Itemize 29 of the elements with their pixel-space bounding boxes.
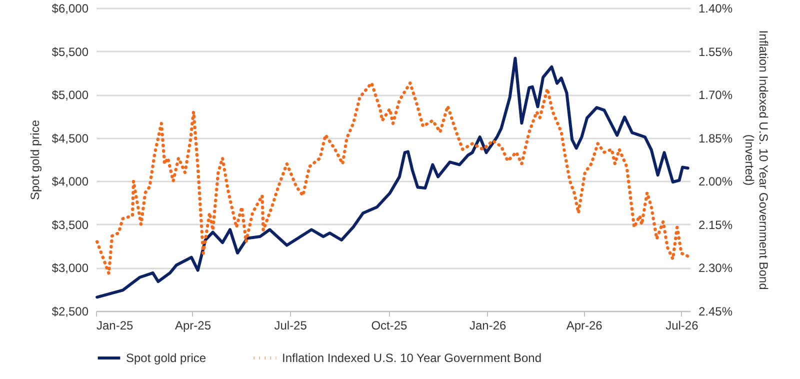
x-tick-label: Apr-25	[174, 318, 212, 332]
y-tick-label: $3,500	[52, 218, 89, 232]
y2-tick-label: 1.85%	[698, 131, 733, 146]
x-tick-label: Oct-25	[371, 318, 408, 332]
y2-tick-label: 2.00%	[698, 174, 733, 189]
line-series	[96, 56, 690, 299]
x-tick-label: Apr-26	[566, 318, 603, 332]
x-tick-label: Jan-26	[470, 318, 507, 332]
y2-tick-label: 2.45%	[698, 304, 733, 318]
y2-tick-label: 1.55%	[698, 44, 733, 59]
y-tick-label: $4,500	[52, 131, 89, 146]
y2-tick-label: 2.30%	[698, 261, 733, 276]
legend-label: Spot gold price	[126, 351, 206, 365]
x-tick-label: Jul-26	[666, 318, 699, 332]
line-series	[95, 81, 690, 276]
x-tick-label: Jan-25	[96, 318, 134, 332]
y-tick-label: $6,000	[52, 2, 89, 16]
y-tick-label: $4,000	[52, 174, 89, 189]
x-tick-label: Jul-25	[274, 318, 308, 332]
y2-tick-label: 1.70%	[698, 88, 733, 102]
legend-label: Inflation Indexed U.S. 10 Year Government Bond	[282, 351, 542, 365]
y-tick-label: $2,500	[52, 304, 89, 318]
y2-axis-title: Inflation Indexed U.S. 10 Year Government Bond (Inverted)	[742, 30, 771, 290]
y-tick-label: $5,000	[52, 88, 89, 102]
y-tick-label: $5,500	[52, 44, 89, 59]
y2-tick-label: 1.40%	[698, 2, 733, 16]
y2-tick-label: 2.15%	[698, 218, 733, 232]
y-tick-label: $3,000	[52, 261, 89, 276]
y-axis-title: Spot gold price	[28, 120, 42, 200]
